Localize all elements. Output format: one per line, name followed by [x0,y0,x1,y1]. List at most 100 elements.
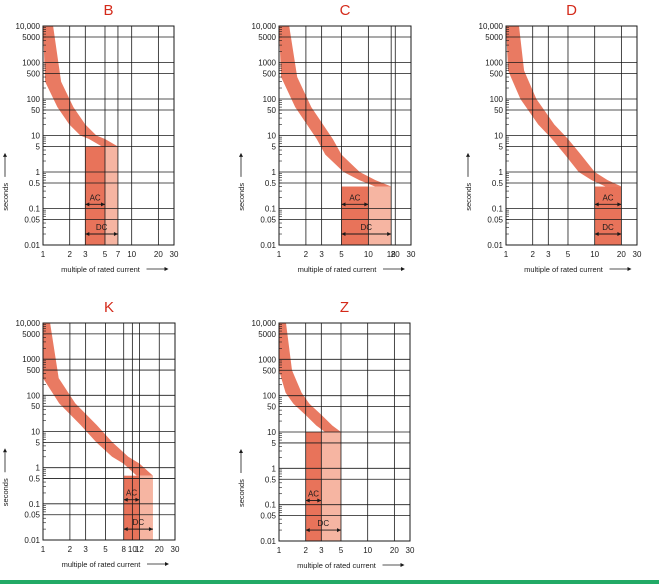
x-tick-label: 3 [83,250,88,259]
x-tick-label: 5 [103,545,108,554]
y-tick-label: 100 [27,391,41,400]
y-tick-label: 10 [267,132,276,141]
x-tick-label: 1 [277,546,282,555]
x-tick-label: 2 [530,250,535,259]
y-tick-label: 5000 [22,33,40,42]
y-axis-label: seconds [1,478,10,506]
chart-title: C [340,2,351,19]
y-axis-arrowhead [239,152,243,157]
y-axis-arrowhead [3,448,7,453]
x-tick-label: 30 [170,250,179,259]
y-tick-label: 5 [272,439,277,448]
x-tick-label: 5 [339,250,344,259]
chart-title: K [104,299,114,316]
dc-label: DC [361,223,373,232]
x-tick-label: 18 [387,250,396,259]
ac-label: AC [126,489,137,498]
y-tick-label: 5 [36,438,41,447]
x-tick-label: 30 [171,545,180,554]
y-tick-label: 0.05 [24,215,40,224]
chart-z: Z 10,000 5000 1000 500 100 50 10 5 1 0.5 0.1 0.05 0.0… [237,299,415,570]
chart-c: C10,000500010005001005010510.50.10.050.0… [237,2,416,274]
y-tick-label: 500 [490,69,504,78]
y-tick-label: 5000 [258,330,276,339]
y-tick-label: 10 [267,428,276,437]
y-tick-label: 10 [31,428,40,437]
x-tick-label: 5 [339,546,344,555]
y-tick-label: 0.01 [24,241,40,250]
x-tick-label: 5 [566,250,571,259]
dc-tail-band [139,475,153,540]
ac-arrowheads [85,202,105,207]
y-tick-label: 10,000 [252,22,277,31]
y-tick-label: 50 [494,106,503,115]
x-axis-label: multiple of rated current [62,560,142,569]
y-tick-label: 5000 [22,330,40,339]
y-axis-label: seconds [237,479,246,507]
y-tick-label: 500 [27,366,41,375]
dc-tail-band [321,432,341,541]
x-tick-label: 3 [83,545,88,554]
y-axis-label: seconds [1,183,10,211]
plot-frame [42,25,175,246]
x-tick-label: 10 [363,546,372,555]
y-tick-label: 10 [494,132,503,141]
x-tick-label: 2 [68,545,73,554]
dc-label: DC [318,519,330,528]
x-tick-label: 10 [127,250,136,259]
y-tick-label: 50 [267,403,276,412]
y-tick-label: 0.05 [260,512,276,521]
y-tick-label: 50 [267,106,276,115]
y-tick-label: 1 [36,168,41,177]
chart-title: D [566,2,577,19]
x-tick-label: 30 [406,546,415,555]
x-tick-label: 20 [390,546,399,555]
y-tick-label: 10 [31,132,40,141]
x-tick-label: 20 [391,250,400,259]
ac-arrowheads [305,498,322,503]
y-tick-label: 0.5 [29,179,41,188]
y-axis-arrowhead [466,152,470,157]
y-tick-label: 0.01 [260,241,276,250]
x-tick-label: 7 [116,250,121,259]
y-axis-label: seconds [464,183,473,211]
y-tick-label: 10,000 [16,22,41,31]
x-tick-label: 10 [364,250,373,259]
ac-tail-band [305,432,322,541]
trip-curve-band [279,323,341,432]
dc-label: DC [602,223,614,232]
y-axis-label: seconds [237,183,246,211]
plot-frame [505,25,638,246]
plot-frame [278,322,411,542]
x-axis-label: multiple of rated current [298,265,378,274]
trip-curve-band [43,26,118,147]
x-axis-arrowhead [164,267,169,271]
ac-tail-band [341,186,369,245]
dc-label: DC [96,223,108,232]
y-tick-label: 0.1 [29,500,41,509]
chart-b: B10,000500010005001005010510.50.10.050.0… [1,2,179,274]
y-tick-label: 0.5 [29,475,41,484]
x-tick-label: 3 [546,250,551,259]
y-tick-label: 500 [263,69,277,78]
x-tick-label: 10 [128,545,137,554]
y-tick-label: 0.05 [260,215,276,224]
y-tick-label: 10,000 [479,22,504,31]
y-tick-label: 5000 [485,33,503,42]
x-tick-label: 8 [121,545,126,554]
bottom-rule [0,580,659,584]
x-axis-label: multiple of rated current [61,265,141,274]
ac-arrowheads [123,497,140,502]
y-tick-label: 1000 [258,59,276,68]
x-axis-arrowhead [401,267,405,271]
y-tick-label: 100 [490,95,504,104]
y-tick-label: 10,000 [252,319,277,328]
chart-title: Z [340,299,349,316]
x-tick-label: 1 [504,250,509,259]
x-tick-label: 1 [41,545,46,554]
dc-arrowheads [85,232,118,237]
x-axis-arrowhead [627,267,632,271]
y-tick-label: 5 [272,142,277,151]
